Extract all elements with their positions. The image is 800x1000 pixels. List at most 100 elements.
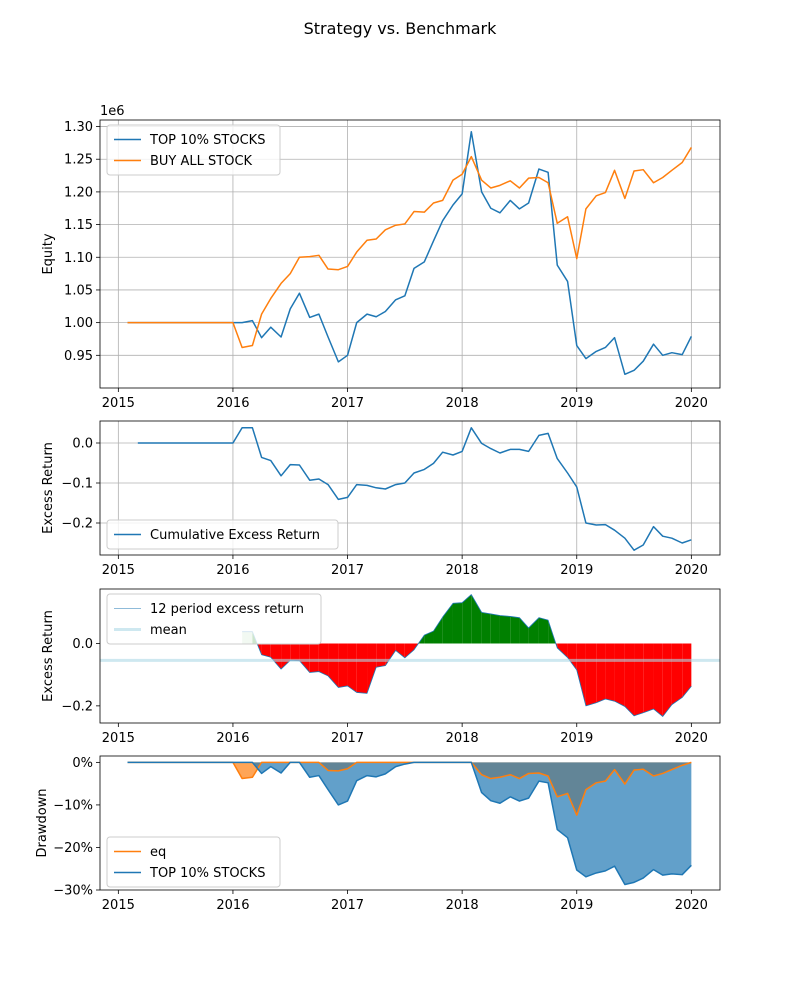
x-tick-label: 2016 xyxy=(216,563,249,578)
y-tick-label: −0.2 xyxy=(61,699,93,714)
y-tick-label: 0.0 xyxy=(72,637,93,652)
y-offset-label: 1e6 xyxy=(100,104,125,119)
x-tick-label: 2016 xyxy=(216,898,249,913)
y-tick-label: −30% xyxy=(53,884,93,899)
cumulative-excess-panel: 2015 2016 2017 2018 2019 2020 −0.2 −0.1 0.0 Exces… xyxy=(41,420,721,578)
negative-excess-area xyxy=(376,643,386,668)
plot-area xyxy=(127,761,692,886)
negative-excess-area xyxy=(309,643,319,673)
negative-excess-area xyxy=(261,643,271,658)
y-tick-label: 1.25 xyxy=(64,153,93,168)
x-tick-label: 2015 xyxy=(102,731,135,746)
negative-excess-area xyxy=(395,643,405,658)
negative-excess-area xyxy=(567,643,577,671)
plot-area xyxy=(137,427,692,551)
negative-excess-area xyxy=(299,643,310,673)
x-tick-label: 2019 xyxy=(560,898,593,913)
axes-frame xyxy=(99,420,721,556)
positive-excess-area xyxy=(462,594,472,644)
y-tick-label: −10% xyxy=(53,798,93,813)
plot-area xyxy=(100,594,720,717)
negative-excess-area xyxy=(653,643,663,717)
positive-excess-area xyxy=(481,612,491,644)
negative-excess-area xyxy=(281,643,291,670)
y-tick-label: −20% xyxy=(53,841,93,856)
negative-excess-area xyxy=(270,643,282,670)
y-axis-label: Excess Return xyxy=(41,610,56,702)
x-tick-label: 2020 xyxy=(675,563,708,578)
rolling-excess-panel: 2015 2016 2017 2018 2019 2020 −0.2 0.0 Excess Re… xyxy=(41,588,721,746)
y-tick-label: 1.15 xyxy=(64,218,93,233)
positive-excess-area xyxy=(528,617,539,644)
legend-label: BUY ALL STOCK xyxy=(150,154,253,169)
negative-excess-area xyxy=(347,643,357,693)
negative-excess-area xyxy=(671,643,683,705)
negative-excess-area xyxy=(367,643,377,694)
axes-frame xyxy=(99,755,721,891)
legend-label: TOP 10% STOCKS xyxy=(149,866,265,881)
x-tick-label: 2020 xyxy=(675,898,708,913)
cumulative-excess-line xyxy=(137,427,692,551)
y-tick-label: 0.95 xyxy=(64,349,93,364)
x-tick-label: 2015 xyxy=(102,396,135,411)
legend-label: TOP 10% STOCKS xyxy=(149,133,265,148)
x-tick-label: 2020 xyxy=(675,731,708,746)
top-10pct-drawdown-line xyxy=(127,761,692,886)
rolling-excess-line xyxy=(242,594,692,717)
axes-frame xyxy=(99,588,721,724)
positive-excess-area xyxy=(433,617,443,644)
positive-excess-area xyxy=(490,613,500,644)
negative-excess-area xyxy=(404,643,415,658)
y-axis-label: Equity xyxy=(41,233,56,274)
y-tick-label: 1.05 xyxy=(64,283,93,298)
x-tick-label: 2016 xyxy=(216,396,249,411)
x-tick-label: 2019 xyxy=(560,396,593,411)
y-axis-label: Drawdown xyxy=(35,788,50,857)
x-tick-label: 2017 xyxy=(331,898,364,913)
positive-excess-area xyxy=(538,617,549,644)
plot-area xyxy=(127,131,693,376)
y-tick-label: 1.10 xyxy=(64,251,93,266)
y-tick-label: −0.1 xyxy=(61,477,93,492)
positive-excess-area xyxy=(519,617,529,644)
y-tick-label: 1.30 xyxy=(64,120,93,135)
buy-all-stock-line xyxy=(127,147,692,349)
figure-title: Strategy vs. Benchmark xyxy=(304,19,497,38)
positive-excess-area xyxy=(452,602,463,644)
negative-excess-area xyxy=(643,643,654,713)
equity-panel: 2015 2016 2017 2018 2019 2020 0.95 1.00 1.05 1.10… xyxy=(41,104,721,411)
negative-excess-area xyxy=(634,643,644,716)
positive-excess-area xyxy=(510,616,520,644)
legend-box xyxy=(106,519,339,550)
x-tick-label: 2018 xyxy=(446,563,479,578)
negative-excess-area xyxy=(585,643,597,706)
x-tick-label: 2017 xyxy=(331,731,364,746)
x-tick-label: 2019 xyxy=(560,563,593,578)
x-tick-label: 2017 xyxy=(331,396,364,411)
x-tick-label: 2019 xyxy=(560,731,593,746)
positive-excess-area xyxy=(471,594,482,644)
positive-excess-area xyxy=(499,615,511,644)
negative-excess-area xyxy=(605,643,615,702)
x-tick-label: 2020 xyxy=(675,396,708,411)
negative-excess-area xyxy=(338,643,348,688)
negative-excess-area xyxy=(328,643,339,688)
negative-excess-area xyxy=(614,643,625,707)
y-tick-label: 0% xyxy=(72,756,93,771)
y-tick-label: 0.0 xyxy=(72,437,93,452)
x-tick-label: 2018 xyxy=(446,731,479,746)
negative-excess-area xyxy=(356,643,368,694)
legend-label: 12 period excess return xyxy=(150,602,304,617)
y-tick-label: 1.00 xyxy=(64,316,93,331)
x-tick-label: 2015 xyxy=(102,898,135,913)
x-tick-label: 2016 xyxy=(216,731,249,746)
y-tick-label: −0.2 xyxy=(61,517,93,532)
x-tick-label: 2015 xyxy=(102,563,135,578)
negative-excess-area xyxy=(557,643,568,658)
x-tick-label: 2018 xyxy=(446,396,479,411)
negative-excess-area xyxy=(682,643,692,698)
legend-label: eq xyxy=(150,845,166,860)
legend-label: Cumulative Excess Return xyxy=(150,528,320,543)
negative-excess-area xyxy=(662,643,672,717)
negative-excess-area xyxy=(290,643,300,661)
